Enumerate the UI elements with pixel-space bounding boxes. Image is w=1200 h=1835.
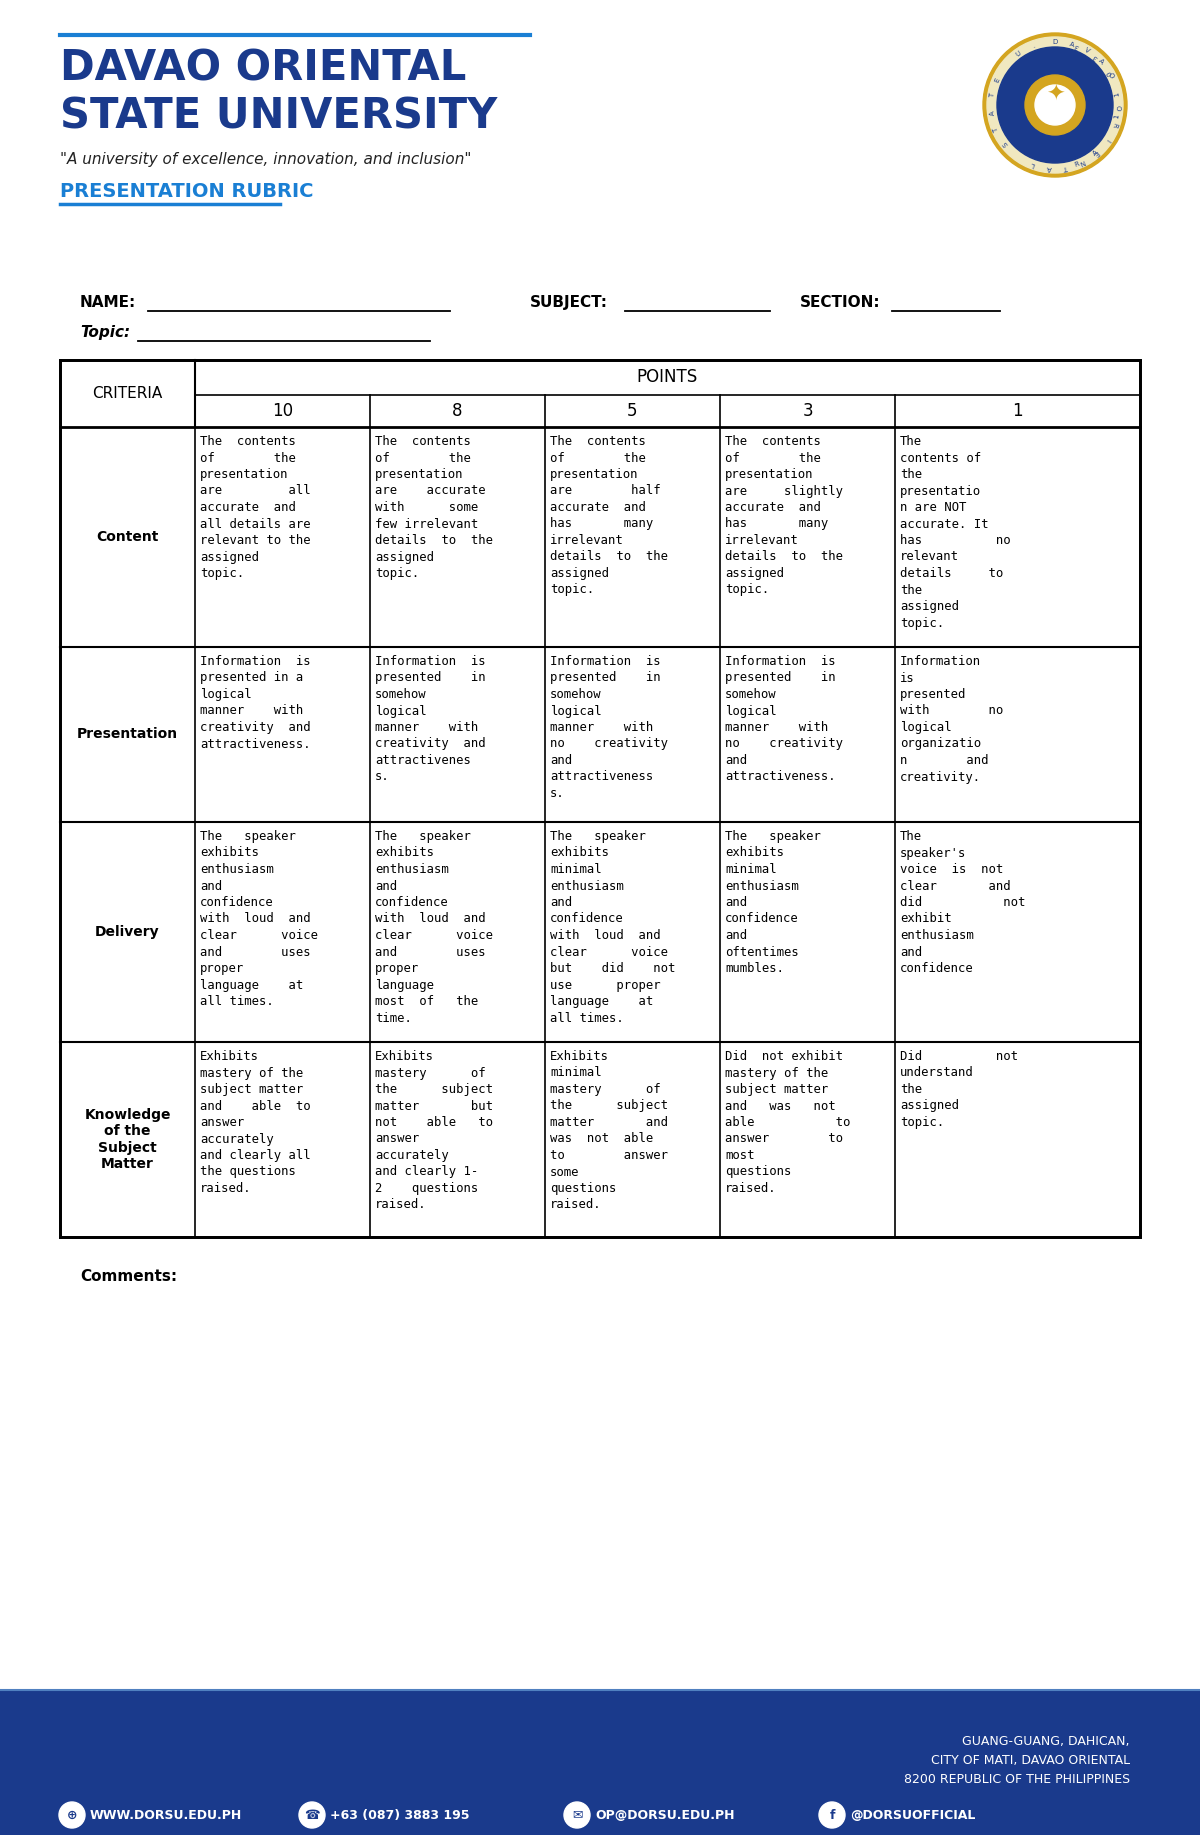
Text: V: V [1084,48,1091,55]
Text: Knowledge
of the
Subject
Matter: Knowledge of the Subject Matter [84,1108,170,1171]
Text: Comments:: Comments: [80,1270,178,1284]
Circle shape [986,37,1123,172]
Text: Exhibits
minimal
mastery      of
the      subject
matter       and
was  not  abl: Exhibits minimal mastery of the subject … [550,1050,668,1211]
Text: T: T [989,94,996,99]
Text: SECTION:: SECTION: [800,295,881,310]
Text: U: U [1015,50,1022,57]
Text: Content: Content [96,530,158,543]
Text: A: A [989,110,996,116]
Text: STATE UNIVERSITY: STATE UNIVERSITY [60,95,497,138]
Text: The   speaker
exhibits
enthusiasm
and
confidence
with  loud  and
clear      voic: The speaker exhibits enthusiasm and conf… [374,829,493,1024]
Text: T: T [1063,163,1068,171]
Bar [60,360,1140,1237]
Circle shape [983,33,1127,176]
Text: A: A [1069,40,1075,48]
Text: L: L [1030,160,1036,167]
Circle shape [299,1802,325,1828]
Text: "A university of excellence, innovation, and inclusion": "A university of excellence, innovation,… [60,152,472,167]
Text: 10: 10 [272,402,293,420]
Text: Information
is
presented
with        no
logical
organizatio
n        and
creativ: Information is presented with no logical… [900,655,1003,784]
Text: Delivery: Delivery [95,925,160,940]
Text: ✉: ✉ [571,1809,582,1822]
Text: 3: 3 [1074,42,1080,50]
Text: N: N [1079,158,1086,165]
Text: @DORSUOFFICIAL: @DORSUOFFICIAL [850,1809,976,1822]
Text: A: A [1092,149,1099,158]
Text: A: A [1097,57,1104,66]
Circle shape [59,1802,85,1828]
Text: 0: 0 [1106,70,1114,77]
Text: S: S [1002,139,1009,147]
Text: Information  is
presented    in
somehow
logical
manner    with
creativity  and
a: Information is presented in somehow logi… [374,655,486,784]
Text: PRESENTATION RUBRIC: PRESENTATION RUBRIC [60,182,313,202]
Text: 3: 3 [802,402,812,420]
Text: 3: 3 [1092,53,1099,61]
Text: +63 (087) 3883 195: +63 (087) 3883 195 [330,1809,469,1822]
Text: E: E [994,77,1001,83]
Text: Presentation: Presentation [77,727,178,741]
Text: POINTS: POINTS [637,369,698,387]
Text: R: R [1111,121,1118,128]
Circle shape [564,1802,590,1828]
Bar [0,1690,1200,1835]
Text: D: D [1052,39,1057,46]
Circle shape [997,48,1114,163]
Text: WWW.DORSU.EDU.PH: WWW.DORSU.EDU.PH [90,1809,242,1822]
Text: Exhibits
mastery of the
subject matter
and    able  to
answer
accurately
and cle: Exhibits mastery of the subject matter a… [200,1050,311,1195]
Text: The
contents of
the
presentatio
n are NOT
accurate. It
has          no
relevant
: The contents of the presentatio n are NO… [900,435,1010,629]
Text: Exhibits
mastery      of
the      subject
matter       but
not    able   to
answ: Exhibits mastery of the subject matter b… [374,1050,493,1211]
Text: Did          not
understand
the
assigned
topic.: Did not understand the assigned topic. [900,1050,1018,1129]
Text: The  contents
of        the
presentation
are    accurate
with      some
few irre: The contents of the presentation are acc… [374,435,493,580]
Text: The  contents
of        the
presentation
are        half
accurate  and
has      : The contents of the presentation are hal… [550,435,668,596]
Text: Did  not exhibit
mastery of the
subject matter
and   was   not
able           to: Did not exhibit mastery of the subject m… [725,1050,851,1195]
Text: The
speaker's
voice  is  not
clear       and
did           not
exhibit
enthusias: The speaker's voice is not clear and did… [900,829,1025,974]
Text: E: E [1093,149,1100,156]
Text: 1: 1 [1114,114,1121,119]
Text: T: T [994,127,1001,132]
Text: ✦: ✦ [1045,84,1064,105]
Text: CRITERIA: CRITERIA [92,385,163,402]
Text: ⊕: ⊕ [67,1809,77,1822]
Text: 1: 1 [1012,402,1022,420]
Text: SUBJECT:: SUBJECT: [530,295,608,310]
Text: 5: 5 [628,402,637,420]
Text: Information  is
presented    in
somehow
logical
manner    with
no    creativity
: Information is presented in somehow logi… [725,655,842,784]
Text: The   speaker
exhibits
minimal
enthusiasm
and
confidence
with  loud  and
clear  : The speaker exhibits minimal enthusiasm … [550,829,676,1024]
Text: NAME:: NAME: [80,295,137,310]
Circle shape [818,1802,845,1828]
Text: A: A [1046,165,1051,171]
Text: The  contents
of        the
presentation
are         all
accurate  and
all detai: The contents of the presentation are all… [200,435,311,580]
Text: GUANG-GUANG, DAHICAN,
CITY OF MATI, DAVAO ORIENTAL
8200 REPUBLIC OF THE PHILIPPI: GUANG-GUANG, DAHICAN, CITY OF MATI, DAVA… [904,1736,1130,1785]
Circle shape [1025,75,1085,136]
Text: ☎: ☎ [304,1809,320,1822]
Text: O: O [1115,105,1121,110]
Text: The   speaker
exhibits
minimal
enthusiasm
and
confidence
and
oftentimes
mumbles.: The speaker exhibits minimal enthusiasm … [725,829,821,974]
Text: Information  is
presented    in
somehow
logical
manner    with
no    creativity
: Information is presented in somehow logi… [550,655,668,800]
Text: Topic:: Topic: [80,325,130,339]
Text: DAVAO ORIENTAL: DAVAO ORIENTAL [60,48,467,90]
Circle shape [1034,84,1075,125]
Text: O: O [1106,72,1115,79]
Text: .: . [1031,42,1036,50]
Text: I: I [1104,138,1110,143]
Text: 8: 8 [452,402,463,420]
Text: The  contents
of        the
presentation
are     slightly
accurate  and
has     : The contents of the presentation are sli… [725,435,842,596]
Text: The   speaker
exhibits
enthusiasm
and
confidence
with  loud  and
clear      voic: The speaker exhibits enthusiasm and conf… [200,829,318,1007]
Text: Information  is
presented in a
logical
manner    with
creativity  and
attractive: Information is presented in a logical ma… [200,655,311,751]
Text: 1: 1 [1114,92,1121,97]
Text: f: f [829,1809,835,1822]
Text: OP@DORSU.EDU.PH: OP@DORSU.EDU.PH [595,1809,734,1822]
Text: ✦: ✦ [1050,108,1060,117]
Text: R: R [1073,161,1080,167]
